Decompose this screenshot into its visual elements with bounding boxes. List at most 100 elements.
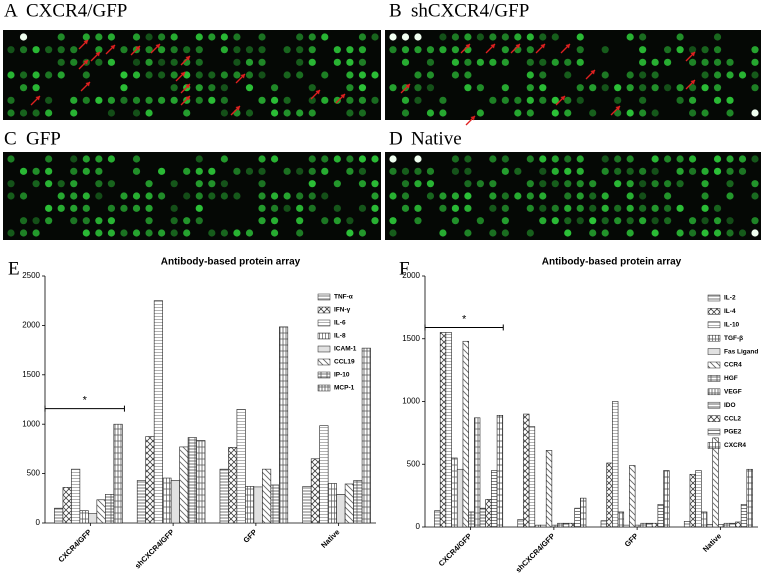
bar: [712, 437, 719, 528]
bar: [54, 507, 64, 524]
array-spot: [501, 46, 509, 54]
array-spot: [32, 180, 40, 188]
array-spot: [651, 109, 659, 117]
array-spot: [414, 71, 422, 79]
array-spot: [626, 109, 634, 117]
array-spot: [713, 71, 722, 79]
array-spot: [664, 192, 672, 200]
array-spot: [401, 46, 410, 54]
array-spot: [401, 58, 410, 66]
array-spot: [220, 155, 228, 163]
array-spot: [245, 229, 254, 237]
array-spot: [426, 180, 435, 188]
array-spot: [451, 204, 460, 212]
bar: [689, 473, 696, 528]
array-spot: [82, 204, 90, 212]
array-spot: [308, 84, 316, 92]
red-arrow-head: [155, 44, 160, 49]
bar: [485, 499, 492, 528]
bar: [646, 522, 653, 528]
array-spot: [220, 192, 228, 200]
array-spot: [526, 192, 534, 200]
array-spot: [346, 167, 354, 175]
array-spot: [183, 217, 191, 225]
array-spot: [57, 46, 65, 54]
array-spot: [296, 167, 304, 175]
array-spot: [414, 33, 422, 41]
red-arrow-head: [135, 46, 140, 51]
bar: [279, 326, 289, 524]
legend-label: IDO: [724, 402, 736, 409]
bar: [79, 510, 89, 524]
array-spot: [426, 109, 435, 117]
array-spot: [233, 33, 241, 41]
array-spot: [551, 167, 559, 175]
array-spot: [489, 33, 497, 41]
panel-label: GFP: [26, 128, 61, 149]
array-spot: [626, 217, 634, 225]
array-spot: [371, 217, 379, 225]
array-spot: [283, 96, 291, 104]
array-spot: [132, 204, 141, 212]
array-spot: [514, 96, 522, 104]
array-spot: [132, 58, 141, 66]
array-spot: [501, 217, 509, 225]
significance-star: *: [462, 313, 467, 325]
array-spot: [489, 229, 497, 237]
bar: [718, 524, 725, 528]
array-spot: [589, 84, 597, 92]
array-spot: [82, 217, 90, 225]
array-image: [385, 30, 761, 126]
array-spot: [651, 217, 659, 225]
array-spot: [70, 217, 78, 225]
array-spot: [183, 229, 191, 237]
array-spot: [70, 96, 78, 104]
array-spot: [464, 33, 472, 41]
array-spot: [401, 204, 410, 212]
array-spot: [107, 58, 116, 66]
array-spot: [82, 71, 90, 79]
array-spot: [726, 167, 734, 175]
array-spot: [170, 217, 178, 225]
array-spot: [564, 217, 572, 225]
array-spot: [751, 192, 759, 200]
array-spot: [57, 71, 65, 79]
array-spot: [601, 71, 609, 79]
array-spot: [208, 96, 216, 104]
array-spot: [426, 192, 435, 200]
array-spot: [296, 58, 304, 66]
array-spot: [358, 33, 367, 41]
array-spot: [258, 96, 266, 104]
array-spot: [245, 58, 254, 66]
bar: [735, 521, 742, 528]
array-spot: [489, 155, 497, 163]
array-spot: [283, 109, 291, 117]
array-spot: [389, 217, 397, 225]
array-spot: [358, 229, 367, 237]
array-spot: [245, 71, 254, 79]
array-spot: [476, 180, 484, 188]
array-spot: [371, 71, 379, 79]
array-spot: [107, 204, 116, 212]
array-spot: [751, 180, 759, 188]
array-spot: [19, 217, 28, 225]
significance-star: *: [83, 395, 88, 407]
array-spot: [501, 33, 509, 41]
array-spot: [726, 96, 734, 104]
bar: [136, 480, 146, 524]
bar: [540, 524, 547, 528]
array-spot: [526, 229, 534, 237]
array-spot: [751, 155, 759, 163]
array-spot: [389, 192, 397, 200]
array-spot: [539, 155, 547, 163]
array-spot: [183, 192, 191, 200]
legend-label: TNF-α: [334, 294, 353, 301]
array-spot: [145, 204, 153, 212]
array-spot: [258, 217, 266, 225]
array-spot: [501, 58, 509, 66]
bar: [71, 468, 81, 524]
array-spot: [726, 217, 734, 225]
array-spot: [270, 217, 279, 225]
array-spot: [145, 46, 153, 54]
